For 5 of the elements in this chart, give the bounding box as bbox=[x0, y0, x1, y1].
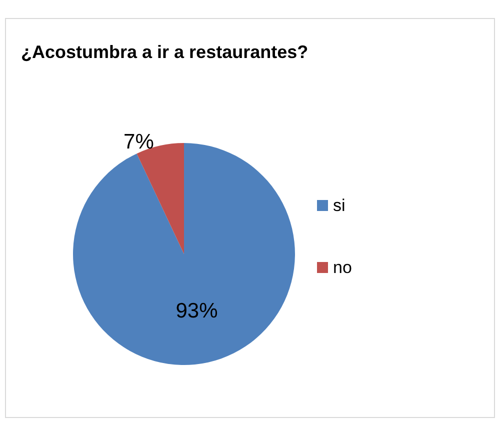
chart-title: ¿Acostumbra a ir a restaurantes? bbox=[21, 42, 308, 62]
data-label: 7% bbox=[124, 130, 154, 154]
data-label: 93% bbox=[176, 300, 218, 323]
legend-label: si bbox=[333, 196, 346, 215]
legend-label: no bbox=[333, 258, 352, 277]
